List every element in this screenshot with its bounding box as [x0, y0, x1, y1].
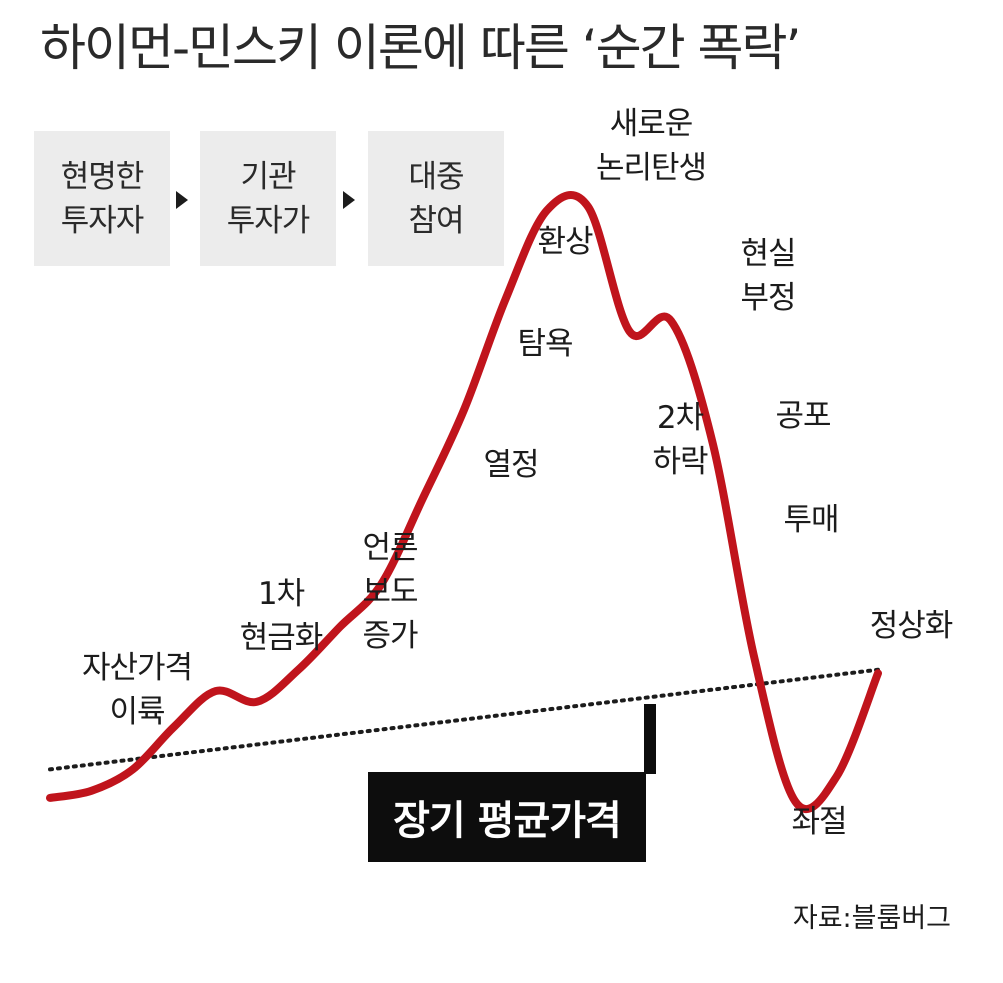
annotation-new-logic: 새로운 논리탄생 [595, 106, 707, 186]
annotation-media: 언론 보도 증가 [362, 530, 418, 654]
arrow-icon [343, 191, 355, 209]
stage-label: 기관 투자가 [226, 158, 311, 239]
annotation-fear: 공포 [775, 398, 831, 434]
long-term-average-line [48, 667, 880, 772]
stage-institutions: 기관 투자가 [200, 131, 336, 266]
annotation-panic-selling: 투매 [783, 502, 839, 538]
annotation-second-drop: 2차 하락 [652, 400, 708, 480]
long-term-average-label: 장기 평균가격 [368, 772, 646, 862]
annotation-illusion: 환상 [537, 224, 593, 260]
stage-public: 대중 참여 [368, 131, 504, 266]
stage-wise-investors: 현명한 투자자 [34, 131, 170, 266]
source-note: 자료:블룸버그 [792, 903, 951, 934]
annotation-greed: 탐욕 [517, 326, 573, 362]
average-label-pointer [644, 704, 656, 774]
annotation-despair: 좌절 [791, 804, 847, 840]
stage-label: 현명한 투자자 [60, 158, 145, 239]
annotation-first-cash: 1차 현금화 [239, 576, 324, 656]
annotation-denial: 현실 부정 [740, 236, 796, 316]
stage-label: 대중 참여 [408, 158, 464, 239]
chart-title: 하이먼-민스키 이론에 따른 ‘순간 폭락’ [40, 19, 801, 77]
price-curve [46, 191, 882, 813]
annotation-takeoff: 자산가격 이륙 [81, 650, 193, 730]
annotation-normalization: 정상화 [869, 608, 954, 644]
arrow-icon [176, 191, 188, 209]
annotation-enthusiasm: 열정 [483, 447, 539, 483]
